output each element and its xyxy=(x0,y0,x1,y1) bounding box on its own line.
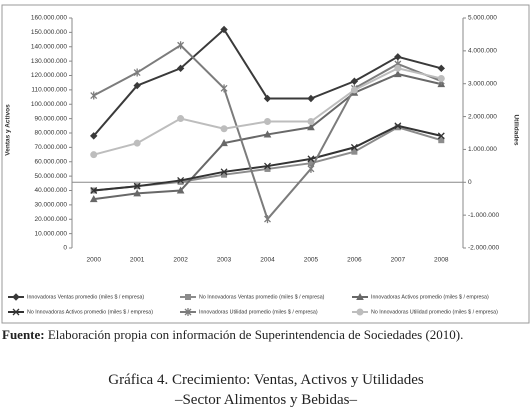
legend-label: No Innovadoras Activos promedio (miles $… xyxy=(27,309,153,315)
legend-label: Innovadoras Ventas promedio (miles $ / e… xyxy=(27,294,144,300)
x-tick-label: 2004 xyxy=(260,257,275,264)
point xyxy=(90,132,98,140)
y2-axis-label: Utilidades xyxy=(512,114,519,145)
point xyxy=(394,64,402,72)
y-tick-label: 80.000.000 xyxy=(34,130,67,137)
point xyxy=(176,186,185,194)
point xyxy=(350,143,358,151)
source: Fuente: Elaboración propia con informaci… xyxy=(2,327,532,343)
point xyxy=(263,94,272,103)
legend-label: Innovadoras Utilidad promedio (miles $ /… xyxy=(199,309,318,315)
point xyxy=(133,139,141,147)
legend-label: Innovadoras Activos promedio (miles $ / … xyxy=(371,294,489,300)
y-tick-label: 20.000.000 xyxy=(34,216,67,223)
point xyxy=(177,41,185,50)
source-label: Fuente: xyxy=(2,327,45,342)
point xyxy=(220,125,228,133)
point xyxy=(307,118,315,125)
y-tick-label: 160.000.000 xyxy=(31,15,68,22)
point xyxy=(89,195,98,203)
x-tick-label: 2006 xyxy=(347,257,362,264)
y-tick-label: 60.000.000 xyxy=(34,158,67,165)
y2-tick-label: 3.000.000 xyxy=(468,80,497,87)
point xyxy=(220,25,228,34)
x-tick-label: 2000 xyxy=(86,257,101,264)
point xyxy=(90,187,98,194)
y-tick-label: 150.000.000 xyxy=(31,29,68,36)
point xyxy=(394,122,402,130)
x-tick-label: 2007 xyxy=(391,257,406,264)
point xyxy=(177,176,185,184)
caption-title: Gráfica 4. Crecimiento: Ventas, Activos … xyxy=(108,372,424,388)
x-tick-label: 2008 xyxy=(434,257,449,264)
point xyxy=(220,84,228,93)
y-tick-label: 100.000.000 xyxy=(31,101,68,108)
point xyxy=(264,215,271,224)
point xyxy=(133,68,141,77)
legend-label: No Innovadoras Ventas promedio (miles $ … xyxy=(199,294,325,300)
point xyxy=(350,86,358,94)
y-tick-label: 0 xyxy=(63,245,67,252)
legend-marker xyxy=(356,308,364,316)
y2-tick-label: -1.000.000 xyxy=(468,212,499,219)
legend-marker xyxy=(356,292,364,300)
point xyxy=(351,148,358,155)
legend-marker xyxy=(12,308,20,316)
y-tick-label: 110.000.000 xyxy=(31,87,67,94)
y-tick-label: 90.000.000 xyxy=(34,115,67,122)
point xyxy=(264,118,271,125)
point xyxy=(264,162,271,170)
point xyxy=(220,139,228,147)
y2-tick-label: 4.000.000 xyxy=(468,48,497,55)
point xyxy=(176,64,185,73)
point xyxy=(394,53,402,61)
x-tick-label: 2003 xyxy=(217,257,232,264)
y2-tick-label: 1.000.000 xyxy=(468,146,497,153)
point xyxy=(393,70,402,78)
chart-border xyxy=(1,4,530,324)
y-tick-label: 130.000.000 xyxy=(31,58,68,65)
chart: Ventas y Activos Utilidades 0 10.000.000 2… xyxy=(1,4,530,324)
y-tick-label: 40.000.000 xyxy=(34,187,67,194)
point xyxy=(133,81,141,90)
y-tick-label: 120.000.000 xyxy=(31,72,68,79)
point xyxy=(307,155,315,163)
caption-subtitle: –Sector Alimentos y Bebidas– xyxy=(174,392,358,408)
point xyxy=(307,164,315,173)
y2-tick-label: 0 xyxy=(468,179,472,186)
point xyxy=(177,178,184,185)
point xyxy=(177,115,185,123)
x-tick-label: 2002 xyxy=(173,257,188,264)
x-tick-label: 2001 xyxy=(130,257,145,264)
point xyxy=(437,74,445,82)
point xyxy=(437,64,445,73)
source-text: Elaboración propia con información de Su… xyxy=(47,327,464,342)
y2-tick-label: 2.000.000 xyxy=(468,113,497,120)
y-tick-label: 140.000.000 xyxy=(31,43,68,50)
point xyxy=(437,132,445,140)
point xyxy=(438,137,445,144)
point xyxy=(133,189,142,197)
y-tick-label: 10.000.000 xyxy=(34,230,67,237)
y2-tick-label: 5.000.000 xyxy=(468,15,497,22)
legend-marker xyxy=(12,293,20,301)
legend-label: No Innovadoras Utilidad promedio (miles … xyxy=(371,309,498,315)
x-tick-label: 2005 xyxy=(304,257,319,264)
point xyxy=(90,91,98,100)
y-tick-label: 30.000.000 xyxy=(34,202,67,209)
y2-tick-label: -2.000.000 xyxy=(468,245,499,252)
y-tick-label: 50.000.000 xyxy=(34,173,67,180)
point xyxy=(133,182,141,190)
point xyxy=(350,77,359,85)
legend-marker xyxy=(184,308,192,316)
legend-marker xyxy=(185,294,191,300)
point xyxy=(263,130,272,138)
y-axis-label: Ventas y Activos xyxy=(5,104,12,156)
point xyxy=(307,123,315,131)
point xyxy=(220,168,228,176)
y-tick-label: 70.000.000 xyxy=(34,144,67,151)
point xyxy=(307,94,315,103)
point xyxy=(90,151,98,159)
